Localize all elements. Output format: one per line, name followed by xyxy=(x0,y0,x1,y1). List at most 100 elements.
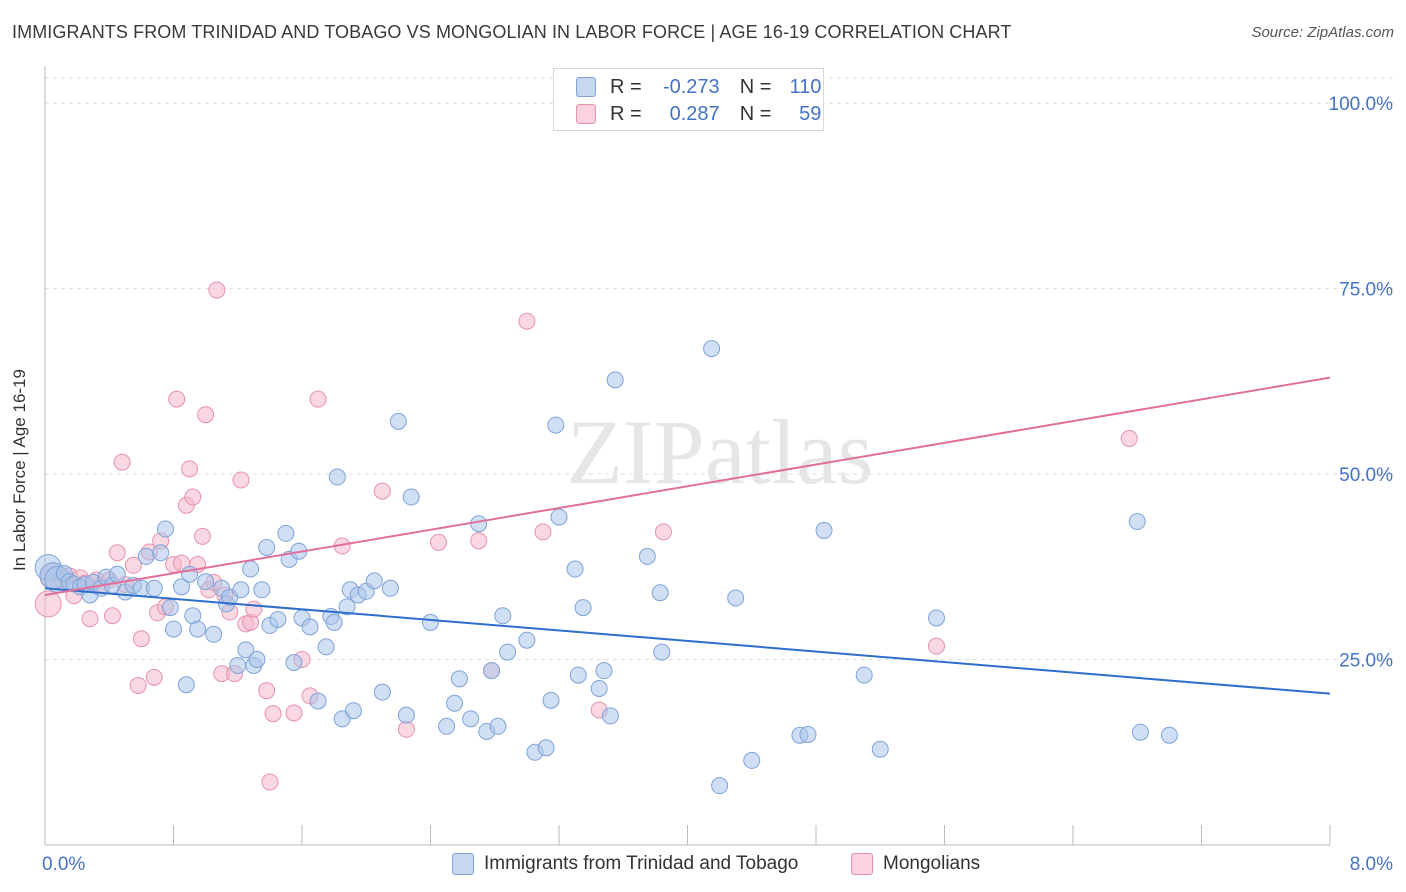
trinidad-point xyxy=(338,598,356,616)
trinidad-point xyxy=(537,739,555,757)
trinidad-point xyxy=(161,599,179,617)
trinidad-point xyxy=(152,544,170,562)
mongolian-point xyxy=(261,773,279,791)
trinidad-point xyxy=(542,691,560,709)
y-tick-label: 75.0% xyxy=(1339,280,1393,301)
trinidad-point xyxy=(574,599,592,617)
trinidad-point xyxy=(489,717,507,735)
chart-title: IMMIGRANTS FROM TRINIDAD AND TOBAGO VS M… xyxy=(12,22,1012,42)
mongolian-point xyxy=(430,533,448,551)
axes xyxy=(44,66,1331,846)
mongolian-point xyxy=(103,607,121,625)
y-tick-label: 25.0% xyxy=(1339,651,1393,672)
n-label: N = xyxy=(739,75,772,98)
trinidad-point xyxy=(638,547,656,565)
stats-row-blue: R = -0.273 N = 110 xyxy=(576,74,821,100)
trinidad-point xyxy=(205,625,223,643)
mongolian-point xyxy=(184,488,202,506)
mongolian-point xyxy=(285,704,303,722)
trinidad-point xyxy=(422,613,439,631)
mongolian-point xyxy=(81,610,99,628)
trinidad-point xyxy=(815,521,833,539)
mongolian-point xyxy=(168,390,186,408)
trinidad-point xyxy=(232,581,250,599)
trinidad-point xyxy=(462,710,480,728)
mongolian-point xyxy=(181,460,199,478)
trinidad-point xyxy=(317,638,335,656)
legend-label: Immigrants from Trinidad and Tobago xyxy=(484,853,799,874)
trinidad-point xyxy=(253,581,271,599)
trinidad-point xyxy=(494,607,512,625)
trinidad-point xyxy=(547,416,565,434)
pink-swatch xyxy=(576,104,596,124)
trinidad-point xyxy=(799,725,817,743)
trinidad-point xyxy=(470,515,488,533)
mongolian-point xyxy=(129,676,147,694)
r-label: R = xyxy=(610,75,642,98)
r-value: -0.273 xyxy=(662,75,720,98)
trinidad-point xyxy=(566,560,584,578)
mongolian-point xyxy=(197,406,215,424)
trinidad-point xyxy=(145,579,163,597)
n-value: 110 xyxy=(789,75,822,98)
trinidad-point xyxy=(606,371,624,389)
r-value: 0.287 xyxy=(669,102,720,125)
mongolian-point xyxy=(518,312,536,330)
source-label: Source: ZipAtlas.com xyxy=(1251,24,1394,41)
trinidad-point xyxy=(927,609,945,627)
mongolian-point xyxy=(373,482,391,500)
pink-swatch xyxy=(851,853,873,875)
mongolian-point xyxy=(132,630,150,648)
trinidad-point xyxy=(389,412,407,430)
trinidad-point xyxy=(727,589,745,607)
trinidad-point xyxy=(1131,723,1149,741)
data-points xyxy=(34,281,1178,795)
trinidad-point xyxy=(402,488,420,506)
trinidad-point xyxy=(156,520,174,538)
trinidad-point xyxy=(450,670,468,688)
mongolian-point xyxy=(124,556,142,574)
trinidad-point xyxy=(229,656,247,674)
trinidad-point xyxy=(446,694,464,712)
trinidad-point xyxy=(601,707,619,725)
trinidad-point xyxy=(438,717,456,735)
trinidad-point xyxy=(285,653,303,671)
mongolian-point xyxy=(145,668,163,686)
trinidad-point xyxy=(269,610,287,628)
trinidad-point xyxy=(258,538,276,556)
trinidad-point xyxy=(518,631,536,649)
n-value: 59 xyxy=(799,102,822,125)
mongolian-point xyxy=(193,527,211,545)
trinidad-point xyxy=(595,662,613,680)
trinidad-point xyxy=(483,662,501,680)
trinidad-point xyxy=(855,666,873,684)
mongolian-point xyxy=(654,523,672,541)
mongolian-trend-line xyxy=(44,376,1331,596)
trinidad-point xyxy=(301,618,319,636)
trend-lines xyxy=(44,376,1331,695)
legend-label: Mongolians xyxy=(883,853,981,874)
stats-row-pink: R = 0.287 N = 59 xyxy=(576,101,821,127)
tick-labels: 25.0% 50.0% 75.0% 100.0% 0.0% 8.0% xyxy=(42,94,1393,875)
mongolian-point xyxy=(232,471,250,489)
trinidad-point xyxy=(165,620,182,638)
mongolian-point xyxy=(245,600,263,618)
y-tick-label: 100.0% xyxy=(1329,94,1394,115)
legend-item-trinidad: Immigrants from Trinidad and Tobago xyxy=(452,852,798,876)
trinidad-point xyxy=(397,706,415,724)
mongolian-point xyxy=(470,532,488,550)
trinidad-point xyxy=(590,679,608,697)
trinidad-point xyxy=(237,641,255,659)
y-tick-label: 50.0% xyxy=(1339,465,1393,486)
trinidad-point xyxy=(344,702,362,720)
trinidad-point xyxy=(365,572,383,590)
trinidad-point xyxy=(277,524,295,542)
trinidad-point xyxy=(381,579,399,597)
mongolian-point xyxy=(1120,429,1138,447)
trinidad-point xyxy=(177,676,195,694)
mongolian-point xyxy=(108,544,126,562)
trinidad-point xyxy=(569,666,587,684)
trinidad-point xyxy=(108,565,126,583)
trinidad-point xyxy=(137,547,155,565)
trinidad-point xyxy=(1160,726,1178,744)
